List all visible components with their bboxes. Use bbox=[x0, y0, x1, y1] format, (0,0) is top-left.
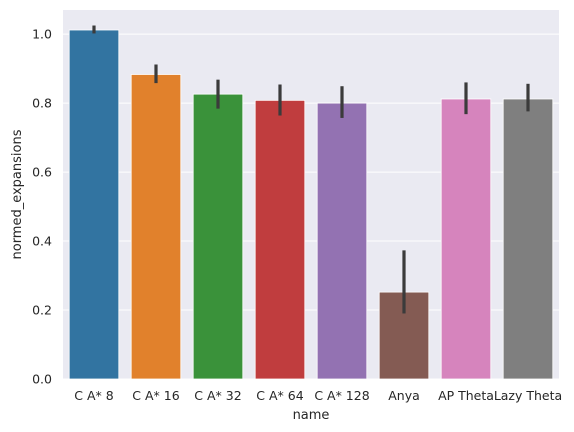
bar bbox=[316, 102, 368, 380]
bar bbox=[254, 99, 306, 380]
x-axis-label: name bbox=[293, 408, 330, 423]
x-tick-label: C A* 128 bbox=[314, 388, 369, 403]
y-tick-label: 0.6 bbox=[32, 165, 52, 180]
error-bars bbox=[92, 25, 530, 314]
y-tick-label: 0.2 bbox=[32, 303, 52, 318]
bar bbox=[192, 93, 244, 380]
bar bbox=[440, 98, 492, 380]
bar bbox=[502, 98, 554, 380]
y-axis-label: normed_expansions bbox=[10, 129, 25, 259]
x-tick-label: C A* 8 bbox=[74, 388, 113, 403]
bar bbox=[68, 29, 120, 380]
y-tick-label: 0.8 bbox=[32, 96, 52, 111]
y-tick-label: 1.0 bbox=[32, 27, 52, 42]
bars bbox=[68, 29, 554, 380]
y-tick-labels: 0.0 0.2 0.4 0.6 0.8 1.0 bbox=[32, 27, 52, 387]
x-tick-label: AP Theta bbox=[438, 388, 494, 403]
x-tick-label: C A* 64 bbox=[256, 388, 303, 403]
x-tick-label: Lazy Theta bbox=[494, 388, 562, 403]
x-tick-labels: C A* 8 C A* 16 C A* 32 C A* 64 C A* 128 Anya A… bbox=[74, 388, 562, 403]
bar bbox=[130, 74, 182, 380]
y-tick-label: 0.0 bbox=[32, 372, 52, 387]
x-tick-label: C A* 32 bbox=[194, 388, 241, 403]
x-tick-label: Anya bbox=[388, 388, 420, 403]
y-tick-label: 0.4 bbox=[32, 234, 52, 249]
x-tick-label: C A* 16 bbox=[132, 388, 179, 403]
